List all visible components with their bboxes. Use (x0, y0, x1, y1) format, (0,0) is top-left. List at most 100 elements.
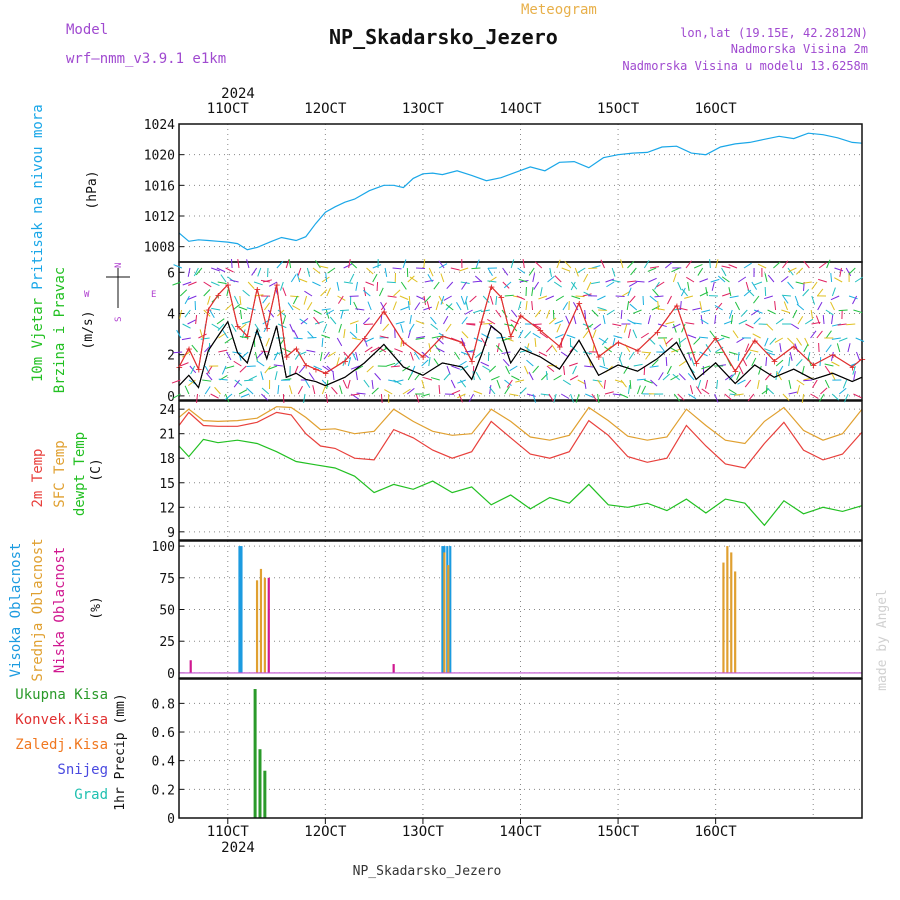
wind-arrow (652, 288, 659, 297)
wind-arrow (312, 267, 321, 274)
wind-arrow (518, 329, 524, 339)
wind-arrow (540, 332, 548, 339)
wind-arrow (460, 295, 465, 305)
footer-station: NP_Skadarsko_Jezero (353, 864, 502, 879)
wind-arrow (400, 323, 404, 333)
wind-arrow (231, 258, 233, 269)
wind-arrow (480, 361, 490, 367)
wind-arrow (651, 359, 659, 367)
wind-arrow (461, 281, 467, 290)
cloud-unit: (%) (89, 596, 104, 619)
wind-arrow (372, 264, 382, 269)
wind-arrow (804, 318, 814, 325)
wind-arrow (502, 281, 510, 289)
wind-arrow (753, 309, 763, 314)
pressure-title: Pritisak na nivou mora (30, 104, 46, 289)
wind-arrow (218, 349, 228, 353)
x-tick-label-top: 14OCT (499, 101, 542, 117)
wind-arrow (225, 267, 234, 273)
wind-arrow (824, 363, 834, 367)
y-tick-label: 1012 (144, 210, 175, 225)
wind-arrow (582, 293, 592, 297)
wind-arrow (181, 337, 191, 341)
x-tick-label-bottom: 15OCT (597, 824, 640, 840)
wind-arrow (354, 365, 364, 371)
wind-arrow (273, 351, 279, 361)
wind-arrow (721, 265, 731, 269)
wind-arrow (775, 318, 784, 325)
wind-arrow (331, 386, 338, 395)
wind-arrow (685, 260, 692, 269)
wind-arrow (323, 351, 330, 360)
wind-arrow (382, 323, 390, 332)
wind-arrow (468, 393, 474, 403)
wind-arrow (655, 307, 665, 311)
wind-arrow (597, 393, 600, 403)
wind-arrow (203, 281, 212, 288)
y-tick-label: 4 (167, 307, 175, 322)
wind-arrow (349, 320, 359, 325)
wind-arrow (459, 267, 469, 272)
wind-arrow (365, 337, 374, 343)
wind-arrow (723, 320, 733, 325)
wind-arrow (421, 379, 425, 389)
wind-arrow (532, 393, 537, 403)
wind-arrow (678, 307, 688, 311)
compass-east: E (151, 290, 156, 300)
wind-arrow (254, 323, 261, 332)
wind-title-line1: 10m Vjetar (30, 298, 46, 382)
wind-arrow (392, 301, 397, 311)
wind-arrow (173, 264, 183, 269)
wind-arrow (531, 287, 534, 297)
temp-title-line1: 2m Temp (30, 448, 46, 507)
wind-arrow (618, 357, 623, 367)
wind-arrow (274, 371, 278, 381)
wind-arrow (678, 360, 687, 367)
wind-compass: N E S W (84, 263, 156, 322)
wind-arrow (304, 379, 311, 389)
wind-arrow (222, 330, 229, 339)
wind-arrow (563, 365, 566, 376)
wind-arrow (556, 323, 561, 333)
wind-arrow (831, 287, 836, 297)
wind-title-line2: Brzina i Pravac (52, 267, 68, 393)
wind-arrow (597, 379, 604, 388)
wind-arrow (853, 371, 856, 381)
wind-arrow (326, 365, 334, 373)
wind-arrow (277, 384, 280, 395)
gust-marker: + (693, 357, 700, 370)
wind-arrow (315, 260, 321, 269)
gust-marker: + (215, 289, 222, 302)
wind-arrow (188, 281, 197, 286)
wind-arrow (347, 357, 352, 367)
wind-arrow (547, 275, 555, 283)
wind-arrow (450, 379, 456, 389)
wind-arrow (531, 300, 534, 311)
wind-arrow (337, 295, 344, 304)
wind-arrow (371, 379, 374, 389)
bar-high_cloud (238, 546, 241, 673)
wind-arrow (416, 295, 425, 301)
wind-arrow (699, 301, 703, 311)
wind-arrow (672, 323, 677, 333)
wind-arrow (261, 393, 269, 401)
wind-arrow (336, 357, 340, 367)
wind-arrow (233, 379, 240, 388)
wind-arrow (687, 372, 695, 381)
wind-arrow (831, 393, 840, 401)
y-tick-label: 0.4 (152, 755, 176, 770)
wind-arrow (273, 364, 283, 367)
wind-arrow (503, 281, 512, 289)
wind-arrow (224, 337, 233, 344)
wind-arrow (705, 287, 708, 297)
wind-arrow (256, 351, 264, 359)
wind-arrow (195, 314, 198, 325)
bar-low_cloud (392, 664, 395, 673)
wind-arrow (750, 309, 759, 316)
wind-arrow (246, 259, 250, 269)
wind-arrow (714, 315, 717, 325)
wind-arrow (268, 365, 278, 370)
wind-arrow (482, 365, 491, 372)
y-tick-label: 25 (159, 635, 175, 650)
y-tick-label: 2 (167, 349, 175, 364)
